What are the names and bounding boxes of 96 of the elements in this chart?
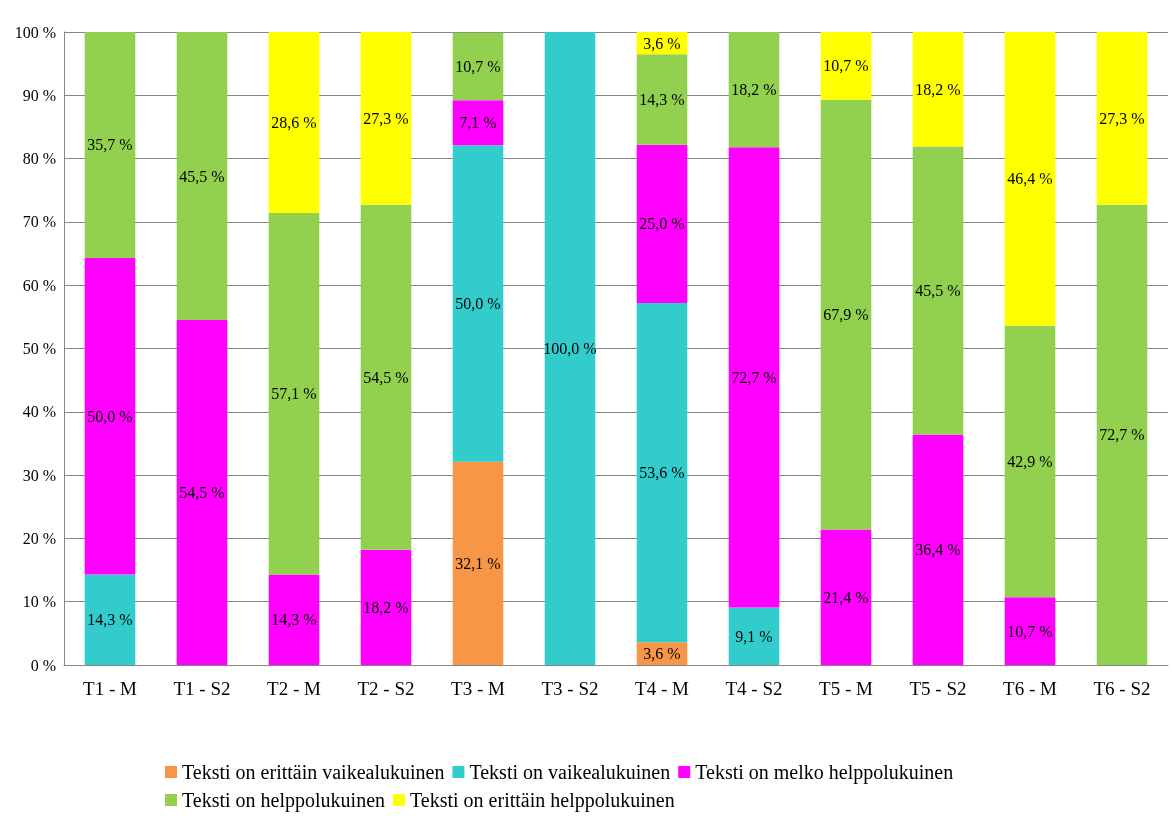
data-label: 7,1 % [459, 114, 497, 132]
y-tick-label: 70 % [22, 213, 56, 231]
y-tick-label: 60 % [22, 276, 56, 294]
data-label: 10,7 % [1007, 622, 1053, 640]
data-label: 53,6 % [639, 464, 685, 482]
x-tick-label: T6 - S2 [1093, 678, 1151, 699]
data-label: 18,2 % [915, 80, 961, 98]
data-label: 10,7 % [455, 58, 501, 75]
y-tick-label: 10 % [22, 593, 56, 611]
data-label: 21,4 % [823, 588, 869, 606]
data-label: 72,7 % [731, 368, 777, 386]
bar [452, 100, 504, 146]
x-tick-label: T4 - M [635, 678, 690, 699]
y-tick-label: 40 % [22, 403, 56, 421]
y-tick-label: 90 % [22, 86, 56, 104]
bar [820, 99, 872, 530]
data-label: 50,0 % [455, 295, 501, 313]
bar [452, 145, 504, 462]
x-tick-label: T5 - S2 [909, 678, 967, 699]
bar [268, 213, 320, 575]
y-tick-label: 30 % [22, 466, 56, 484]
data-label: 72,7 % [1099, 426, 1145, 444]
bar [360, 32, 412, 205]
bar [84, 257, 136, 575]
data-label: 9,1 % [735, 627, 773, 645]
data-label: 57,1 % [271, 385, 317, 403]
bar [728, 32, 780, 148]
data-label: 36,4 % [915, 541, 961, 559]
x-tick-label: T5 - M [819, 678, 874, 699]
legend-label: Teksti on vaikealukuinen [469, 761, 671, 783]
bar [728, 147, 780, 608]
data-label: 14,3 % [639, 90, 685, 108]
data-label: 18,2 % [363, 598, 409, 616]
bar [452, 461, 504, 665]
legend-label: Teksti on melko helppolukuinen [695, 761, 954, 784]
bar [1004, 597, 1056, 665]
data-label: 27,3 % [363, 109, 409, 127]
data-label: 10,7 % [823, 57, 869, 75]
bar [1096, 32, 1148, 205]
bar [728, 607, 780, 665]
bar [268, 32, 320, 214]
data-label: 42,9 % [1007, 452, 1053, 470]
x-tick-label: T1 - S2 [173, 678, 231, 699]
bar [360, 549, 412, 665]
bar [636, 302, 688, 643]
data-label: 14,3 % [87, 611, 133, 629]
data-label: 54,5 % [179, 484, 225, 502]
x-tick-label: T4 - S2 [725, 678, 783, 699]
x-tick-label: T2 - M [267, 678, 322, 699]
data-label: 100,0 % [543, 340, 597, 357]
legend-label: Teksti on erittäin vaikealukuinen [182, 761, 445, 783]
data-label: 14,3 % [271, 611, 317, 629]
bar [176, 32, 228, 321]
bar [84, 574, 136, 665]
bar [912, 146, 964, 435]
data-label: 25,0 % [639, 215, 685, 233]
bar [452, 32, 504, 101]
legend-label: Teksti on erittäin helppolukuinen [410, 789, 675, 812]
y-tick-label: 0 % [30, 656, 56, 674]
data-label: 54,5 % [363, 368, 409, 386]
y-tick-label: 50 % [22, 340, 56, 357]
bar [360, 204, 412, 550]
data-label: 28,6 % [271, 114, 317, 132]
data-label: 45,5 % [915, 282, 961, 300]
bar [820, 32, 872, 100]
x-tick-label: T6 - M [1003, 678, 1058, 699]
x-tick-label: T2 - S2 [357, 678, 415, 699]
bar [912, 32, 964, 147]
data-label: 3,6 % [643, 645, 681, 663]
bar [912, 434, 964, 665]
data-label: 50,0 % [87, 407, 133, 425]
bar [544, 32, 596, 665]
x-tick-label: T1 - M [83, 678, 138, 699]
bar [636, 144, 688, 303]
x-tick-label: T3 - S2 [541, 678, 599, 699]
data-label: 18,2 % [731, 81, 777, 99]
data-label: 46,4 % [1007, 170, 1053, 188]
x-tick-label: T3 - M [451, 678, 506, 699]
y-tick-label: 80 % [22, 150, 56, 168]
bar [820, 529, 872, 665]
bar [1004, 32, 1056, 326]
data-label: 27,3 % [1099, 109, 1145, 127]
bar [636, 54, 688, 145]
data-label: 35,7 % [87, 136, 133, 154]
data-label: 67,9 % [823, 306, 869, 324]
bar [268, 574, 320, 665]
bar [1096, 204, 1148, 665]
bar [84, 32, 136, 258]
legend-label: Teksti on helppolukuinen [182, 789, 386, 812]
data-label: 45,5 % [179, 167, 225, 185]
y-tick-label: 100 % [14, 23, 56, 41]
bar [1004, 325, 1056, 598]
data-label: 3,6 % [643, 34, 681, 52]
bar [176, 320, 228, 665]
data-label: 32,1 % [455, 554, 501, 572]
y-tick-label: 20 % [22, 529, 56, 547]
